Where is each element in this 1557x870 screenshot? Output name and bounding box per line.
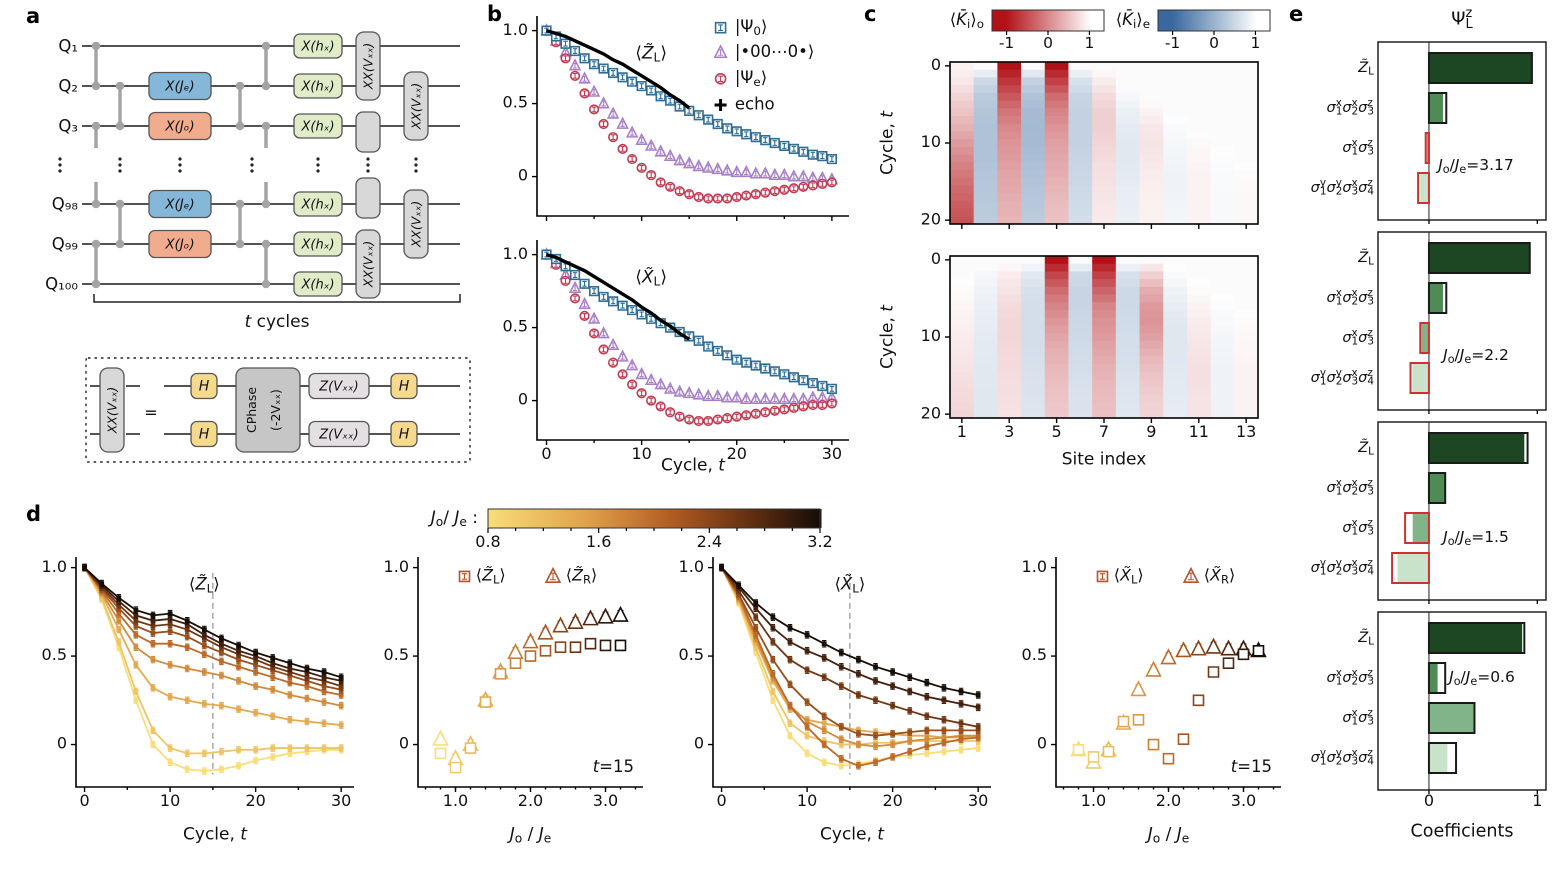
svg-text:Q₂: Q₂ xyxy=(58,77,78,96)
svg-text:t cycles: t cycles xyxy=(245,312,310,332)
svg-text:Z(Vₓₓ): Z(Vₓₓ) xyxy=(318,380,358,395)
svg-text:(-2Vₓₓ): (-2Vₓₓ) xyxy=(268,389,283,431)
svg-text:Z(Vₓₓ): Z(Vₓₓ) xyxy=(318,428,358,443)
svg-text:X(hₓ): X(hₓ) xyxy=(300,198,334,213)
svg-text:H: H xyxy=(199,427,210,443)
panel-label-a: a xyxy=(26,4,41,28)
svg-text:Q₃: Q₃ xyxy=(58,117,78,136)
svg-text:Q₉₈: Q₉₈ xyxy=(52,195,79,214)
panel-b-decay-plots xyxy=(487,0,875,486)
svg-text:X(hₓ): X(hₓ) xyxy=(300,238,334,253)
svg-text:X(hₓ): X(hₓ) xyxy=(300,40,334,55)
svg-text:X(Jₒ): X(Jₒ) xyxy=(164,237,194,253)
svg-text:X(Jₑ): X(Jₑ) xyxy=(164,79,194,95)
svg-text:XX(Vₓₓ): XX(Vₓₓ) xyxy=(361,43,376,91)
svg-text:Q₁₀₀: Q₁₀₀ xyxy=(45,275,78,294)
svg-text:=: = xyxy=(144,403,157,422)
svg-text:CPhase: CPhase xyxy=(244,387,259,433)
svg-text:XX(Vₓₓ): XX(Vₓₓ) xyxy=(409,83,424,131)
svg-text:X(hₓ): X(hₓ) xyxy=(300,120,334,135)
svg-text:Q₁: Q₁ xyxy=(58,37,78,56)
svg-text:X(hₓ): X(hₓ) xyxy=(300,278,334,293)
svg-text:X(hₓ): X(hₓ) xyxy=(300,80,334,95)
svg-text:X(Jₒ): X(Jₒ) xyxy=(164,119,194,135)
panel-d-sweep-plots xyxy=(8,495,1323,870)
panel-e-coefficient-bars xyxy=(1290,0,1557,870)
svg-text:Q₉₉: Q₉₉ xyxy=(52,235,78,254)
svg-text:XX(Vₓₓ): XX(Vₓₓ) xyxy=(409,201,424,249)
svg-text:XX(Vₓₓ): XX(Vₓₓ) xyxy=(105,387,120,435)
svg-text:XX(Vₓₓ): XX(Vₓₓ) xyxy=(361,241,376,289)
svg-text:X(Jₑ): X(Jₑ) xyxy=(164,197,194,213)
svg-text:H: H xyxy=(399,427,410,443)
svg-text:H: H xyxy=(399,379,410,395)
svg-text:H: H xyxy=(199,379,210,395)
quantum-circuit-diagram: Q₁ Q₂ Q₃ Q₉₈ Q₉₉ Q₁₀₀ X(Jₑ) X(Jₒ) X(Jₑ) X(Jₒ) X(hₓ… xyxy=(45,31,471,463)
panel-c-heatmaps xyxy=(862,0,1307,482)
